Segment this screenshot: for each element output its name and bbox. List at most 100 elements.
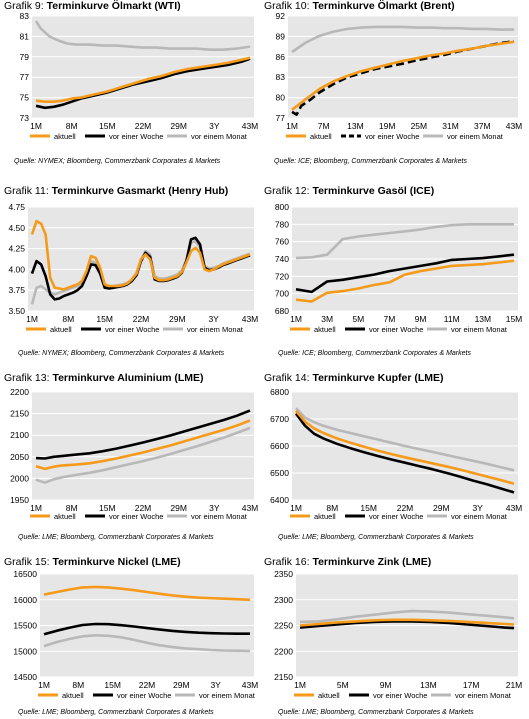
x-tick-label: 22M (135, 121, 152, 131)
legend-label: vor einem Monat (455, 691, 512, 700)
legend-label: aktuell (314, 325, 336, 334)
chart-panel-g16: Grafik 16: Terminkurve Zink (LME) 2150 22… (264, 556, 526, 719)
x-tick-label: 5M (337, 680, 349, 690)
x-tick-label: 13M (420, 680, 437, 690)
chart-panel-g12: Grafik 12: Terminkurve Gasöl (ICE) 680 70… (264, 185, 526, 363)
x-tick-label: 25M (411, 121, 428, 131)
series-line-monat (43, 634, 251, 653)
x-tick-label: 9M (380, 680, 392, 690)
x-tick-label: 7M (318, 121, 330, 131)
y-tick-label: 77 (20, 72, 30, 82)
y-tick-label: 760 (275, 237, 289, 247)
x-tick-label: 17M (463, 680, 480, 690)
x-tick-label: 5M (352, 314, 364, 324)
chart-svg: 3.50 3.75 4.00 4.25 4.50 4.75 1M 8M 15M 22M 29M 3Y 4… (8, 202, 259, 334)
y-tick-label: 86 (276, 52, 286, 62)
x-tick-label: 3Y (208, 314, 219, 324)
y-tick-label: 720 (275, 271, 289, 281)
x-tick-label: 22M (139, 680, 156, 690)
series-line-woche (294, 412, 515, 494)
chart-panel-g11: Grafik 11: Terminkurve Gasmarkt (Henry H… (4, 185, 266, 363)
chart-title: Grafik 14: Terminkurve Kupfer (LME) (264, 372, 444, 384)
x-tick-label: 3Y (472, 503, 483, 513)
legend-label: vor einem Monat (451, 512, 508, 521)
plot-area (32, 392, 254, 500)
x-tick-label: 13M (475, 314, 492, 324)
chart-source: Quelle: ICE; Bloomberg, Commerzbank Corp… (274, 158, 467, 165)
legend-label: aktuell (314, 512, 336, 521)
x-tick-label: 22M (397, 503, 414, 513)
series-line-aktuell (295, 259, 515, 303)
y-tick-label: 16000 (13, 595, 37, 605)
legend-label: vor einem Monat (447, 132, 504, 141)
x-tick-label: 43M (242, 503, 259, 513)
legend-label: aktuell (318, 691, 340, 700)
y-tick-label: 2200 (10, 387, 29, 397)
legend-label: vor einer Woche (109, 132, 163, 141)
y-tick-label: 15000 (13, 646, 37, 656)
legend-label: vor einem Monat (451, 325, 508, 334)
y-tick-label: 740 (275, 254, 289, 264)
x-tick-label: 1M (26, 314, 38, 324)
x-tick-label: 1M (30, 503, 42, 513)
legend-label: aktuell (50, 325, 72, 334)
y-tick-label: 6800 (270, 387, 289, 397)
legend-label: vor einer Woche (117, 691, 171, 700)
x-tick-label: 1M (38, 680, 50, 690)
chart-title: Grafik 15: Terminkurve Nickel (LME) (4, 556, 181, 568)
y-tick-label: 79 (20, 52, 30, 62)
series-line-monat (291, 25, 514, 54)
x-tick-label: 15M (99, 121, 116, 131)
series-line-aktuell (43, 585, 251, 602)
x-tick-label: 43M (242, 121, 259, 131)
y-tick-label: 2000 (10, 473, 29, 483)
chart-svg: 680 700 720 740 760 780 800 1M 3M 5M 7M 9M 11M 13M 15M… (275, 202, 523, 334)
y-tick-label: 3.50 (8, 306, 25, 316)
x-tick-label: 8M (66, 503, 78, 513)
chart-panel-g15: Grafik 15: Terminkurve Nickel (LME) 1450… (4, 556, 266, 719)
chart-title: Grafik 9: Terminkurve Ölmarkt (WTI) (4, 0, 181, 12)
y-tick-label: 89 (276, 31, 286, 41)
x-tick-label: 13M (347, 121, 364, 131)
x-tick-label: 1M (290, 503, 302, 513)
y-tick-label: 80 (276, 93, 286, 103)
x-tick-label: 8M (66, 121, 78, 131)
chart-source: Quelle: NYMEX; Bloomberg, Commerzbank Co… (18, 350, 225, 357)
chart-panel-g13: Grafik 13: Terminkurve Aluminium (LME) 1… (4, 372, 266, 550)
y-tick-label: 2250 (274, 621, 293, 631)
series-line-monat (295, 407, 515, 472)
x-tick-label: 8M (326, 503, 338, 513)
y-tick-label: 14500 (13, 672, 37, 682)
series-line-monat (35, 426, 251, 484)
x-tick-label: 43M (242, 314, 259, 324)
legend-label: aktuell (310, 132, 332, 141)
legend-label: vor einer Woche (365, 132, 419, 141)
x-tick-label: 22M (135, 503, 152, 513)
x-tick-label: 19M (379, 121, 396, 131)
y-tick-label: 6600 (270, 441, 289, 451)
legend-label: vor einer Woche (109, 512, 163, 521)
x-tick-label: 3Y (209, 121, 220, 131)
y-tick-label: 16500 (13, 569, 37, 579)
x-tick-label: 43M (506, 121, 523, 131)
legend-label: aktuell (54, 512, 76, 521)
x-tick-label: 31M (442, 121, 459, 131)
x-tick-label: 15M (104, 680, 121, 690)
y-tick-label: 1950 (10, 495, 29, 505)
legend-label: vor einem Monat (187, 325, 244, 334)
x-tick-label: 15M (506, 314, 523, 324)
chart-svg: 2150 2200 2250 2300 2350 1M 5M 9M 13M 17M 21M aktue… (274, 569, 522, 700)
x-tick-label: 15M (96, 314, 113, 324)
y-tick-label: 4.00 (8, 264, 25, 274)
chart-source: Quelle: LME; Bloomberg, Commerzbank Corp… (18, 534, 214, 541)
x-tick-label: 11M (444, 314, 460, 324)
x-tick-label: 1M (290, 314, 302, 324)
chart-title: Grafik 13: Terminkurve Aluminium (LME) (4, 372, 204, 384)
y-tick-label: 4.75 (8, 202, 25, 212)
series-line-aktuell (30, 219, 251, 291)
series-line-woche (295, 253, 515, 294)
x-tick-label: 8M (72, 680, 84, 690)
x-tick-label: 15M (360, 503, 377, 513)
y-tick-label: 2150 (10, 409, 29, 419)
y-tick-label: 780 (275, 219, 289, 229)
